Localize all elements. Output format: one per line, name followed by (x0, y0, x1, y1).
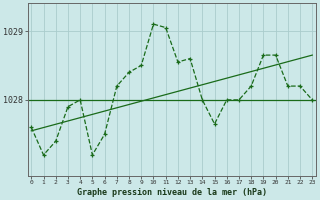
X-axis label: Graphe pression niveau de la mer (hPa): Graphe pression niveau de la mer (hPa) (77, 188, 267, 197)
